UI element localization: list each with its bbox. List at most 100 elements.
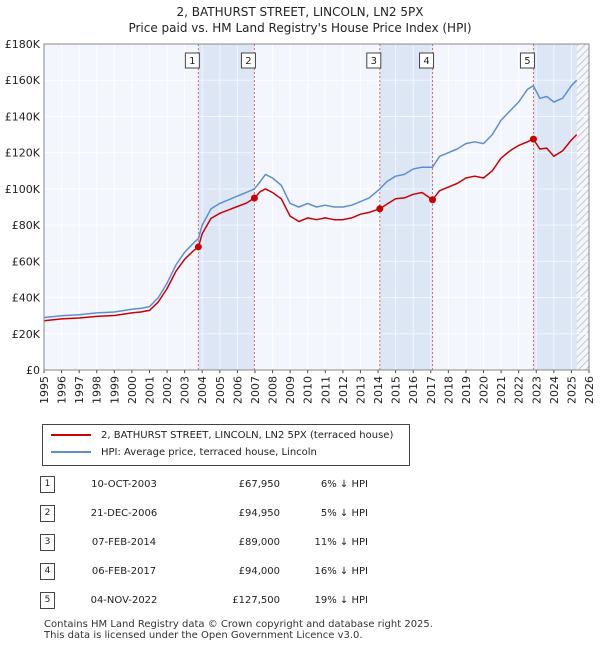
x-tick-label: 2013 (354, 376, 367, 404)
sale-number-box (184, 52, 200, 69)
legend-label: HPI: Average price, terraced house, Linc… (101, 447, 317, 458)
x-tick-label: 1999 (108, 376, 121, 404)
sale-price: £94,950 (238, 508, 280, 519)
y-tick-label: £160K (5, 74, 41, 87)
sale-date: 21-DEC-2006 (90, 508, 158, 519)
x-tick-label: 2018 (442, 376, 455, 404)
legend-swatch-red (51, 434, 91, 436)
series-line (43, 134, 578, 322)
y-tick-label: £120K (5, 147, 41, 160)
sale-hpi-diff: 19% ↓ HPI (314, 595, 368, 606)
x-tick-label: 2009 (284, 376, 297, 404)
x-tick-label: 2000 (126, 376, 139, 404)
sale-number-label: 5 (524, 56, 530, 67)
sale-point (250, 194, 258, 202)
series-line (43, 79, 578, 319)
sale-point (429, 196, 437, 204)
x-tick-label: 1998 (91, 376, 104, 404)
x-tick-label: 2025 (565, 376, 578, 404)
x-tick-label: 2016 (407, 376, 420, 404)
x-tick-label: 2012 (337, 376, 350, 404)
x-tick-label: 2007 (249, 376, 262, 404)
sale-number-box (366, 52, 382, 69)
table-row: 5 04-NOV-2022 £127,500 19% ↓ HPI (40, 586, 368, 615)
sale-number-badge: 3 (40, 534, 55, 551)
table-row: 2 21-DEC-2006 £94,950 5% ↓ HPI (40, 499, 368, 528)
sale-number-cell: 4 (40, 557, 60, 586)
sale-number-label: 3 (371, 56, 377, 67)
x-tick-label: 2022 (513, 376, 526, 404)
x-tick-label: 2014 (372, 376, 385, 404)
shaded-span-overlay (379, 44, 433, 370)
sale-price: £89,000 (238, 537, 280, 548)
table-row: 4 06-FEB-2017 £94,000 16% ↓ HPI (40, 557, 368, 586)
footer: Contains HM Land Registry data © Crown c… (44, 619, 433, 641)
x-tick-label: 2006 (231, 376, 244, 404)
footer-license: This data is licensed under the Open Gov… (44, 630, 363, 641)
sale-number-cell: 5 (40, 586, 60, 615)
sale-number-cell: 1 (40, 470, 60, 499)
sale-number-label: 4 (423, 56, 429, 67)
sale-date: 10-OCT-2003 (91, 479, 157, 490)
sale-number-cell: 3 (40, 528, 60, 557)
legend: 2, BATHURST STREET, LINCOLN, LN2 5PX (te… (42, 424, 410, 466)
sale-date: 07-FEB-2014 (91, 537, 157, 548)
chart-title: 2, BATHURST STREET, LINCOLN, LN2 5PX (176, 5, 424, 19)
sale-price: £127,500 (232, 595, 280, 606)
legend-swatch-blue (51, 451, 91, 453)
sale-number-label: 2 (245, 56, 251, 67)
sale-number-box (240, 52, 256, 69)
y-tick-label: £100K (5, 183, 41, 196)
sale-number-badge: 4 (40, 563, 55, 580)
sale-number-label: 1 (189, 56, 195, 67)
legend-label: 2, BATHURST STREET, LINCOLN, LN2 5PX (te… (101, 430, 394, 441)
shaded-span-overlay (533, 44, 577, 370)
sale-price: £67,950 (238, 479, 280, 490)
price-chart: £0 £20K £40K £60K £80K £100K £120K £140K £160K £1… (5, 38, 596, 404)
y-tick-label: £180K (5, 38, 41, 51)
sale-number-cell: 2 (40, 499, 60, 528)
plot-border (43, 43, 590, 371)
sale-price: £94,000 (238, 566, 280, 577)
shaded-span (198, 44, 255, 370)
x-tick-label: 2021 (495, 376, 508, 404)
sale-hpi-diff: 16% ↓ HPI (314, 566, 368, 577)
x-tick-label: 2008 (267, 376, 280, 404)
sale-hpi-diff: 5% ↓ HPI (320, 508, 368, 519)
table-row: 3 07-FEB-2014 £89,000 11% ↓ HPI (40, 528, 368, 557)
legend-item-property: 2, BATHURST STREET, LINCOLN, LN2 5PX (te… (51, 428, 393, 444)
chart-subtitle: Price paid vs. HM Land Registry's House … (128, 21, 472, 35)
y-tick-label: £60K (12, 255, 41, 268)
x-tick-label: 2024 (548, 376, 561, 404)
sale-point (529, 135, 537, 143)
sale-point (194, 243, 202, 251)
x-tick-label: 2020 (478, 376, 491, 404)
sales-table: 1 10-OCT-2003 £67,950 6% ↓ HPI 2 21-DEC-2006 £… (40, 470, 368, 615)
x-tick-label: 2002 (161, 376, 174, 404)
x-tick-label: 2019 (460, 376, 473, 404)
x-tick-label: 2026 (583, 376, 596, 404)
legend-item-hpi: HPI: Average price, terraced house, Linc… (51, 445, 317, 461)
y-tick-label: £140K (5, 110, 41, 123)
shaded-span (379, 44, 433, 370)
y-tick-label: £20K (12, 328, 41, 341)
y-tick-label: £40K (12, 292, 41, 305)
x-tick-label: 2005 (214, 376, 227, 404)
table-row: 1 10-OCT-2003 £67,950 6% ↓ HPI (40, 470, 368, 499)
x-tick-label: 2011 (319, 376, 332, 404)
sale-number-box (519, 52, 535, 69)
sale-number-badge: 2 (40, 505, 55, 522)
sale-number-badge: 1 (40, 476, 55, 493)
x-tick-label: 2004 (196, 376, 209, 404)
x-tick-label: 2023 (530, 376, 543, 404)
sale-hpi-diff: 11% ↓ HPI (314, 537, 368, 548)
x-tick-label: 2017 (425, 376, 438, 404)
x-tick-label: 1996 (56, 376, 69, 404)
x-tick-label: 1997 (73, 376, 86, 404)
hatched-area (576, 44, 589, 370)
x-tick-label: 2015 (390, 376, 403, 404)
sale-date: 06-FEB-2017 (91, 566, 157, 577)
sale-date: 04-NOV-2022 (90, 595, 158, 606)
x-tick-label: 1995 (38, 376, 51, 404)
sale-hpi-diff: 6% ↓ HPI (320, 479, 368, 490)
